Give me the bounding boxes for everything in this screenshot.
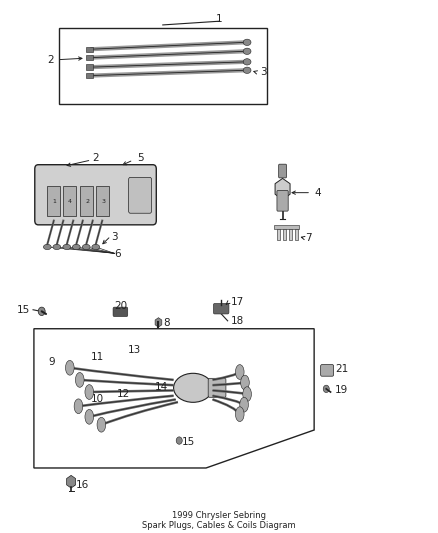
Text: 1999 Chrysler Sebring
Spark Plugs, Cables & Coils Diagram: 1999 Chrysler Sebring Spark Plugs, Cable… xyxy=(142,511,296,530)
Text: 11: 11 xyxy=(90,352,104,362)
FancyBboxPatch shape xyxy=(129,177,152,213)
FancyBboxPatch shape xyxy=(208,378,226,397)
Bar xyxy=(96,186,109,216)
Ellipse shape xyxy=(240,375,249,390)
Ellipse shape xyxy=(43,244,51,249)
Text: 3: 3 xyxy=(260,67,267,77)
FancyBboxPatch shape xyxy=(113,307,128,317)
Ellipse shape xyxy=(85,409,94,424)
Text: 8: 8 xyxy=(163,318,170,328)
Text: 4: 4 xyxy=(68,199,72,204)
Text: 18: 18 xyxy=(231,317,244,326)
Ellipse shape xyxy=(53,244,61,249)
Text: 3: 3 xyxy=(101,199,105,204)
Text: 2: 2 xyxy=(47,55,54,64)
Bar xyxy=(86,73,93,78)
Ellipse shape xyxy=(236,407,244,422)
Text: 4: 4 xyxy=(314,188,321,198)
Circle shape xyxy=(323,385,329,393)
Bar xyxy=(295,229,298,240)
Text: 7: 7 xyxy=(305,233,312,243)
Ellipse shape xyxy=(243,387,251,401)
Bar xyxy=(276,229,280,240)
Text: 17: 17 xyxy=(231,297,244,308)
Ellipse shape xyxy=(236,365,244,379)
Text: 12: 12 xyxy=(117,389,131,399)
Ellipse shape xyxy=(243,59,251,65)
Circle shape xyxy=(176,437,182,444)
Polygon shape xyxy=(34,329,314,468)
Ellipse shape xyxy=(72,244,80,249)
Bar xyxy=(274,225,300,229)
Ellipse shape xyxy=(240,397,248,412)
Text: 14: 14 xyxy=(155,382,169,392)
Ellipse shape xyxy=(97,417,106,432)
Text: 13: 13 xyxy=(128,345,141,355)
Text: 6: 6 xyxy=(114,249,121,259)
Ellipse shape xyxy=(92,244,100,249)
Ellipse shape xyxy=(82,244,90,249)
Text: 15: 15 xyxy=(182,437,195,447)
Text: 1: 1 xyxy=(52,199,56,204)
Text: 9: 9 xyxy=(48,358,54,367)
Ellipse shape xyxy=(63,244,71,249)
Text: 1: 1 xyxy=(215,14,223,23)
Bar xyxy=(289,229,292,240)
Ellipse shape xyxy=(243,48,251,54)
Ellipse shape xyxy=(75,373,84,387)
Ellipse shape xyxy=(243,39,251,45)
Bar xyxy=(63,186,76,216)
FancyBboxPatch shape xyxy=(35,165,156,225)
Bar xyxy=(47,186,60,216)
Ellipse shape xyxy=(66,360,74,375)
Bar xyxy=(86,64,93,70)
Ellipse shape xyxy=(74,399,83,414)
FancyBboxPatch shape xyxy=(321,365,334,376)
Ellipse shape xyxy=(173,373,212,402)
FancyBboxPatch shape xyxy=(213,303,229,314)
Text: 19: 19 xyxy=(335,385,348,395)
Bar xyxy=(86,55,93,60)
Text: 3: 3 xyxy=(111,232,118,243)
Text: 20: 20 xyxy=(114,301,127,311)
Ellipse shape xyxy=(85,385,94,399)
Circle shape xyxy=(38,307,45,316)
Text: 16: 16 xyxy=(75,480,88,490)
Bar xyxy=(59,28,267,104)
Bar xyxy=(283,229,286,240)
Text: 21: 21 xyxy=(335,365,348,374)
Text: 2: 2 xyxy=(92,154,99,164)
Text: 10: 10 xyxy=(91,394,104,405)
Bar xyxy=(80,186,93,216)
Text: 5: 5 xyxy=(137,154,144,164)
Bar xyxy=(86,46,93,52)
Ellipse shape xyxy=(243,67,251,74)
FancyBboxPatch shape xyxy=(277,191,288,211)
Text: 15: 15 xyxy=(16,305,30,315)
FancyBboxPatch shape xyxy=(279,164,286,178)
Text: 2: 2 xyxy=(85,199,89,204)
